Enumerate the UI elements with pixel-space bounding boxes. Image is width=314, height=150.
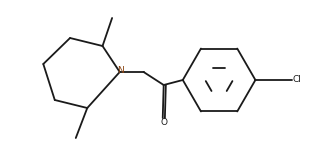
Text: Cl: Cl [293,75,302,84]
Text: N: N [117,66,124,75]
Text: O: O [160,118,167,127]
